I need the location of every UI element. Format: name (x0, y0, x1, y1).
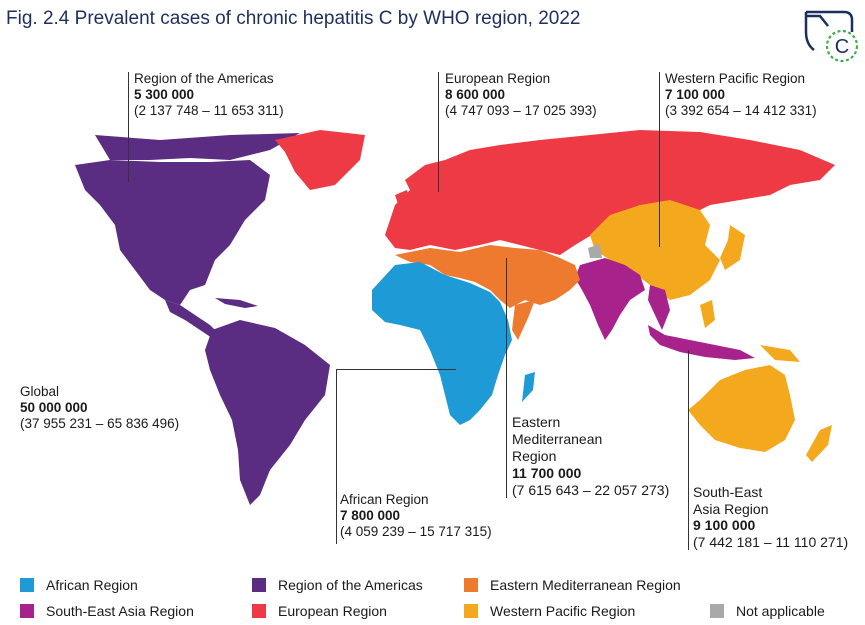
region-south-east-asia-indochina (648, 285, 670, 330)
legend-not-applicable-label: Not applicable (736, 603, 825, 619)
figure-title: Fig. 2.4 Prevalent cases of chronic hepa… (6, 8, 581, 29)
region-eastern-mediterranean-somalia (512, 300, 535, 340)
annotation-americas: Region of the Americas 5 300 000 (2 137 … (134, 71, 284, 119)
region-not-applicable (588, 244, 602, 258)
european-range: (4 747 093 – 17 025 393) (445, 103, 597, 118)
legend-south-east-asia-swatch (20, 604, 34, 618)
legend-americas-label: Region of the Americas (278, 577, 423, 593)
european-cases: 8 600 000 (445, 87, 506, 102)
region-americas-central (165, 300, 220, 338)
region-europe-main (385, 130, 835, 255)
legend-african-swatch (20, 578, 34, 592)
legend-not-applicable-swatch (710, 604, 724, 618)
annotation-western-pacific: Western Pacific Region 7 100 000 (3 392 … (665, 71, 817, 119)
region-western-pacific-japan (720, 225, 745, 270)
region-western-pacific-philippines (700, 300, 715, 328)
legend-european-swatch (252, 604, 266, 618)
americas-name: Region of the Americas (134, 71, 274, 86)
legend-americas: Region of the Americas (252, 577, 423, 593)
annotation-european: European Region 8 600 000 (4 747 093 – 1… (445, 71, 597, 119)
global-range: (37 955 231 – 65 836 496) (20, 416, 180, 431)
legend-western-pacific: Western Pacific Region (464, 603, 635, 619)
legend-european: European Region (252, 603, 387, 619)
region-western-pacific-png (760, 345, 800, 362)
region-americas-north (75, 160, 270, 305)
sea-range: (7 442 181 – 11 110 271) (693, 533, 849, 550)
logo-letter: C (835, 36, 849, 58)
annotation-south-east-asia: South-East Asia Region 9 100 000 (7 442 … (693, 484, 848, 550)
legend-eastern-med-swatch (464, 578, 478, 592)
annotation-african: African Region 7 800 000 (4 059 239 – 15… (340, 492, 492, 540)
hepatitis-c-liver-logo-icon: C (804, 10, 859, 63)
region-europe-uk (395, 190, 410, 210)
region-south-east-asia-indonesia (648, 325, 755, 360)
african-range: (4 059 239 – 15 717 315) (340, 524, 492, 539)
eastern-med-name-2: Mediterranean (512, 431, 603, 447)
legend-americas-swatch (252, 578, 266, 592)
leader-european (438, 72, 439, 192)
region-western-pacific-nz (806, 425, 832, 462)
region-western-pacific-asia (590, 200, 720, 300)
eastern-med-cases: 11 700 000 (512, 465, 582, 481)
eastern-med-range: (7 615 643 – 22 057 273) (512, 482, 670, 498)
region-western-pacific-australia (688, 365, 795, 452)
legend-south-east-asia: South-East Asia Region (20, 603, 194, 619)
legend-western-pacific-swatch (464, 604, 478, 618)
leader-african-v (336, 369, 337, 544)
african-cases: 7 800 000 (340, 508, 401, 523)
european-name: European Region (445, 71, 551, 86)
legend-african-label: African Region (46, 577, 138, 593)
region-african (372, 262, 512, 425)
legend-south-east-asia-label: South-East Asia Region (46, 603, 194, 619)
legend-eastern-med: Eastern Mediterranean Region (464, 577, 681, 593)
african-name: African Region (340, 492, 429, 507)
region-south-east-asia-india (575, 258, 645, 340)
legend-eastern-med-label: Eastern Mediterranean Region (490, 577, 681, 593)
legend-african: African Region (20, 577, 138, 593)
western-pacific-name: Western Pacific Region (665, 71, 806, 86)
leader-western-pacific (659, 72, 660, 247)
legend-not-applicable: Not applicable (710, 603, 825, 619)
annotation-eastern-med: Eastern Mediterranean Region 11 700 000 … (512, 414, 669, 499)
americas-range: (2 137 748 – 11 653 311) (134, 103, 284, 118)
global-name: Global (20, 384, 60, 399)
region-eastern-mediterranean (395, 245, 580, 308)
leader-eastern-med (506, 258, 507, 498)
western-pacific-cases: 7 100 000 (665, 87, 726, 102)
leader-americas (128, 72, 129, 182)
americas-cases: 5 300 000 (134, 87, 195, 102)
region-americas-caribbean (215, 298, 258, 308)
global-cases: 50 000 000 (20, 400, 88, 415)
leader-south-east-asia (688, 350, 689, 550)
leader-african-h (336, 369, 456, 370)
sea-name-1: South-East (693, 484, 763, 500)
sea-name-2: Asia Region (693, 500, 769, 517)
sea-cases: 9 100 000 (693, 517, 756, 533)
region-african-madagascar (522, 372, 535, 402)
western-pacific-range: (3 392 654 – 14 412 331) (665, 103, 817, 118)
eastern-med-name-3: Region (512, 448, 557, 464)
region-europe-greenland (275, 130, 365, 190)
annotation-global: Global 50 000 000 (37 955 231 – 65 836 4… (20, 384, 179, 432)
legend-european-label: European Region (278, 603, 387, 619)
region-americas-south (205, 320, 330, 505)
legend-western-pacific-label: Western Pacific Region (490, 603, 636, 619)
eastern-med-name-1: Eastern (512, 414, 561, 430)
region-americas-arctic (95, 133, 300, 160)
